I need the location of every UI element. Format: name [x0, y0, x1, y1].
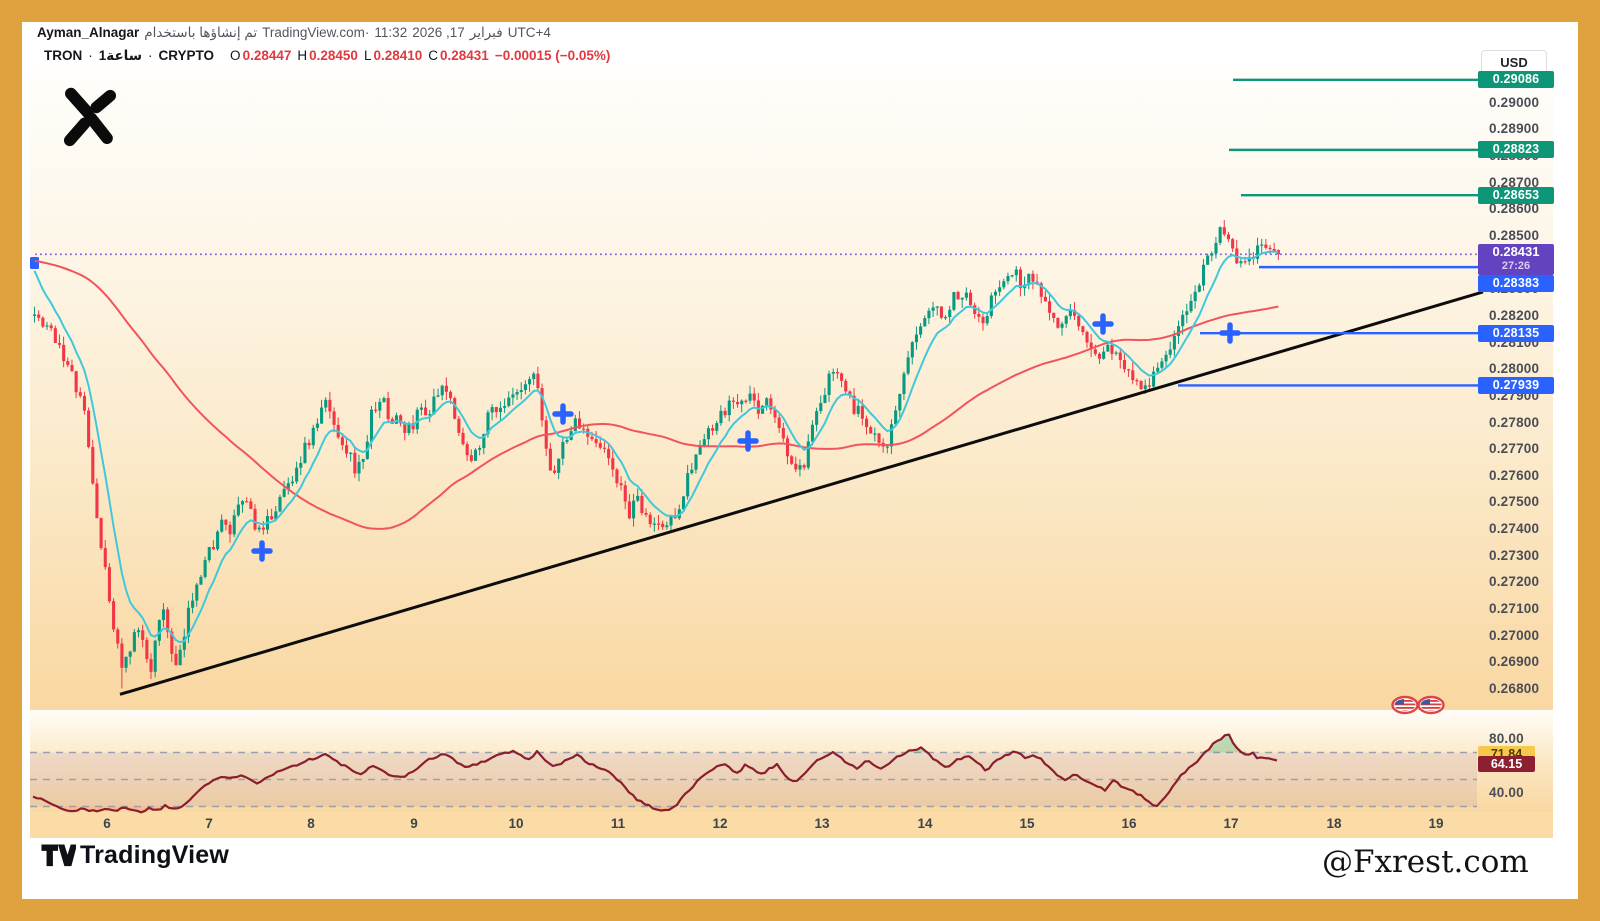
rsi-tick-40: 40.00: [1489, 785, 1524, 800]
author-name: Ayman_Alnagar: [37, 25, 140, 40]
market-label: CRYPTO: [158, 48, 215, 63]
time-tick-7: 7: [205, 816, 213, 831]
price-tick-0.28900: 0.28900: [1489, 121, 1540, 137]
tradingview-brand-text[interactable]: TradingView: [80, 841, 230, 869]
timezone: UTC+4: [507, 25, 551, 40]
resistance-label-0.28823[interactable]: 0.28823: [1478, 141, 1554, 159]
time-tick-12: 12: [712, 816, 728, 831]
time-tick-18: 18: [1326, 816, 1342, 831]
rsi-tick-80: 80.00: [1489, 731, 1524, 746]
separator-dot: ·: [88, 48, 93, 63]
price-tick-0.28700: 0.28700: [1489, 174, 1540, 190]
site-name: TradingView.com·: [262, 25, 370, 40]
close-value: 0.28431: [440, 48, 489, 63]
high-label: H: [297, 48, 308, 63]
time-tick-6: 6: [103, 816, 111, 831]
time-tick-16: 16: [1121, 816, 1137, 831]
price-tick-0.28200: 0.28200: [1489, 307, 1540, 323]
current-price-value: 0.28431: [1492, 243, 1540, 259]
price-tick-0.28600: 0.28600: [1489, 201, 1540, 217]
price-tick-0.27000: 0.27000: [1489, 627, 1540, 643]
snapshot-time: 11:32: [374, 25, 408, 40]
time-tick-13: 13: [814, 816, 830, 831]
time-tick-8: 8: [307, 816, 315, 831]
price-tick-0.26800: 0.26800: [1489, 681, 1540, 696]
resistance-label-0.29086[interactable]: 0.29086: [1478, 71, 1554, 89]
rsi-pane[interactable]: [30, 710, 1553, 812]
time-axis-band[interactable]: [30, 812, 1553, 838]
price-tick-0.27400: 0.27400: [1489, 521, 1540, 537]
price-tick-0.26900: 0.26900: [1489, 654, 1540, 670]
open-value: 0.28447: [242, 48, 292, 63]
bar-countdown: 27:26: [1501, 259, 1531, 272]
rsi-value-label[interactable]: 64.15: [1478, 756, 1535, 773]
time-tick-14: 14: [917, 816, 933, 831]
price-tick-0.28000: 0.28000: [1489, 361, 1540, 377]
time-tick-17: 17: [1223, 816, 1239, 831]
current-price-label[interactable]: 0.28431 27:26: [1478, 243, 1554, 275]
resistance-label-0.28653[interactable]: 0.28653: [1478, 186, 1554, 204]
low-value: 0.28410: [373, 48, 423, 63]
chart-attribution-line: Ayman_Alnagar تم إنشاؤها باستخدام Tradin…: [37, 25, 551, 41]
price-tick-0.27100: 0.27100: [1489, 601, 1540, 617]
symbol-ohlc-bar: TRON · 1ساعة · CRYPTO O 0.28447 H 0.28450 …: [44, 48, 610, 64]
price-tick-0.27700: 0.27700: [1489, 441, 1540, 457]
x-logo-icon: [63, 87, 117, 147]
time-tick-10: 10: [508, 816, 524, 831]
price-tick-0.28500: 0.28500: [1489, 227, 1540, 243]
support-label-0.28383[interactable]: 0.28383: [1478, 275, 1554, 293]
symbol-name[interactable]: TRON: [44, 48, 83, 63]
interval-label[interactable]: 1ساعة: [98, 48, 143, 63]
time-tick-11: 11: [610, 816, 626, 831]
high-value: 0.28450: [309, 48, 358, 63]
pane-divider: [30, 709, 1553, 710]
price-tick-0.27800: 0.27800: [1489, 414, 1540, 430]
low-label: L: [363, 48, 372, 63]
price-tick-0.27300: 0.27300: [1489, 547, 1540, 563]
change-value: −0.00015 (−0.05%): [494, 48, 611, 63]
time-tick-19: 19: [1428, 816, 1444, 831]
created-with-arabic: تم إنشاؤها باستخدام: [144, 25, 258, 40]
watermark-text: @Fxrest.com: [1322, 844, 1529, 880]
price-tick-0.29000: 0.29000: [1489, 94, 1540, 110]
price-tick-0.27500: 0.27500: [1489, 494, 1540, 510]
time-tick-9: 9: [410, 816, 418, 831]
month-arabic: فبراير: [469, 25, 503, 40]
time-tick-15: 15: [1019, 816, 1035, 831]
price-tick-0.27600: 0.27600: [1489, 467, 1540, 483]
support-label-0.28135[interactable]: 0.28135: [1478, 324, 1554, 342]
tradingview-logo-icon[interactable]: [40, 842, 76, 870]
snapshot-date: 2026 ,17: [412, 25, 465, 40]
price-tick-0.27200: 0.27200: [1489, 574, 1540, 590]
main-price-pane[interactable]: [30, 68, 1553, 709]
separator-dot: ·: [148, 48, 153, 63]
support-label-0.27939[interactable]: 0.27939: [1478, 376, 1554, 394]
open-label: O: [230, 48, 241, 63]
close-label: C: [428, 48, 439, 63]
